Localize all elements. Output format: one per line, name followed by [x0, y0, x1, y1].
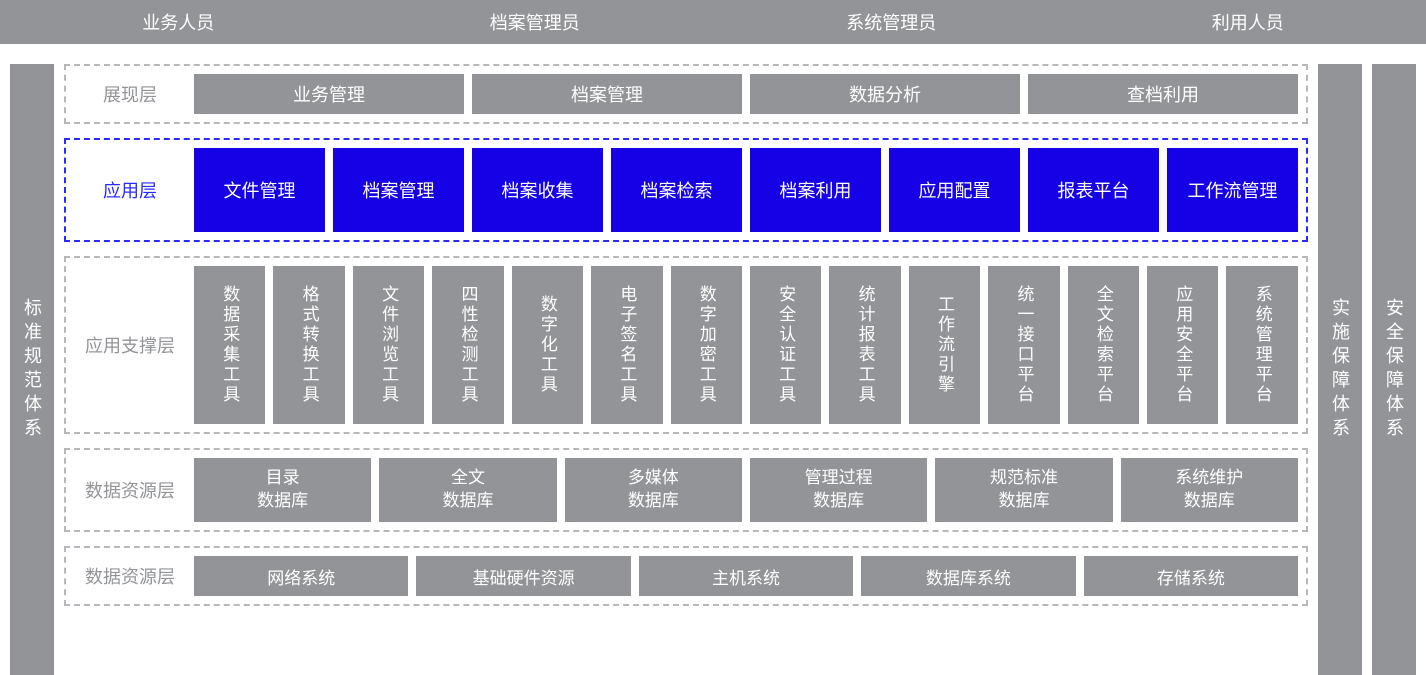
layer-infra: 数据资源层 网络系统 基础硬件资源 主机系统 数据库系统 存储系统 — [64, 546, 1308, 606]
presentation-item: 档案管理 — [472, 74, 742, 114]
presentation-item: 查档利用 — [1028, 74, 1298, 114]
infra-item: 网络系统 — [194, 556, 408, 596]
layer-presentation: 展现层 业务管理 档案管理 数据分析 查档利用 — [64, 64, 1308, 124]
infra-item: 主机系统 — [639, 556, 853, 596]
support-item: 应用安全平台 — [1147, 266, 1218, 424]
role-archive-admin: 档案管理员 — [357, 9, 714, 35]
application-item: 应用配置 — [889, 148, 1020, 232]
layer-data: 数据资源层 目录 数据库 全文 数据库 多媒体 数据库 管理过程 数据库 规范标… — [64, 448, 1308, 532]
side-col-standards: 标准规范体系 — [10, 64, 54, 675]
support-item: 统一接口平台 — [988, 266, 1059, 424]
support-item: 数据采集工具 — [194, 266, 265, 424]
support-item: 系统管理平台 — [1226, 266, 1297, 424]
top-roles-bar: 业务人员 档案管理员 系统管理员 利用人员 — [0, 0, 1426, 44]
application-item: 档案利用 — [750, 148, 881, 232]
layer-support: 应用支撑层 数据采集工具 格式转换工具 文件浏览工具 四性检测工具 数字化工具 … — [64, 256, 1308, 434]
support-item: 数字化工具 — [512, 266, 583, 424]
application-item: 档案检索 — [611, 148, 742, 232]
data-item: 管理过程 数据库 — [750, 458, 927, 522]
presentation-item: 业务管理 — [194, 74, 464, 114]
data-item: 多媒体 数据库 — [565, 458, 742, 522]
data-item: 系统维护 数据库 — [1121, 458, 1298, 522]
application-item: 文件管理 — [194, 148, 325, 232]
infra-item: 存储系统 — [1084, 556, 1298, 596]
center-layers: 展现层 业务管理 档案管理 数据分析 查档利用 应用层 文件管理 档案管理 档案… — [64, 64, 1308, 675]
side-col-security: 安全保障体系 — [1372, 64, 1416, 675]
layer-label-application: 应用层 — [74, 148, 186, 232]
application-item: 报表平台 — [1028, 148, 1159, 232]
support-item: 全文检索平台 — [1068, 266, 1139, 424]
infra-item: 数据库系统 — [861, 556, 1075, 596]
side-col-implementation: 实施保障体系 — [1318, 64, 1362, 675]
presentation-item: 数据分析 — [750, 74, 1020, 114]
data-item: 全文 数据库 — [379, 458, 556, 522]
support-item: 统计报表工具 — [829, 266, 900, 424]
layer-application: 应用层 文件管理 档案管理 档案收集 档案检索 档案利用 应用配置 报表平台 工… — [64, 138, 1308, 242]
support-item: 工作流引擎 — [909, 266, 980, 424]
data-item: 规范标准 数据库 — [935, 458, 1112, 522]
layer-label-data: 数据资源层 — [74, 458, 186, 522]
support-item: 文件浏览工具 — [353, 266, 424, 424]
role-user: 利用人员 — [1070, 9, 1426, 35]
application-item: 档案收集 — [472, 148, 603, 232]
support-item: 安全认证工具 — [750, 266, 821, 424]
role-business: 业务人员 — [0, 9, 357, 35]
application-item: 档案管理 — [333, 148, 464, 232]
application-item: 工作流管理 — [1167, 148, 1298, 232]
infra-item: 基础硬件资源 — [416, 556, 630, 596]
support-item: 电子签名工具 — [591, 266, 662, 424]
layer-label-support: 应用支撑层 — [74, 266, 186, 424]
main-diagram: 标准规范体系 展现层 业务管理 档案管理 数据分析 查档利用 应用层 文件管理 … — [0, 44, 1426, 675]
layer-label-infra: 数据资源层 — [74, 556, 186, 596]
support-item: 格式转换工具 — [273, 266, 344, 424]
support-item: 四性检测工具 — [432, 266, 503, 424]
support-item: 数字加密工具 — [671, 266, 742, 424]
layer-label-presentation: 展现层 — [74, 74, 186, 114]
data-item: 目录 数据库 — [194, 458, 371, 522]
role-sys-admin: 系统管理员 — [713, 9, 1070, 35]
